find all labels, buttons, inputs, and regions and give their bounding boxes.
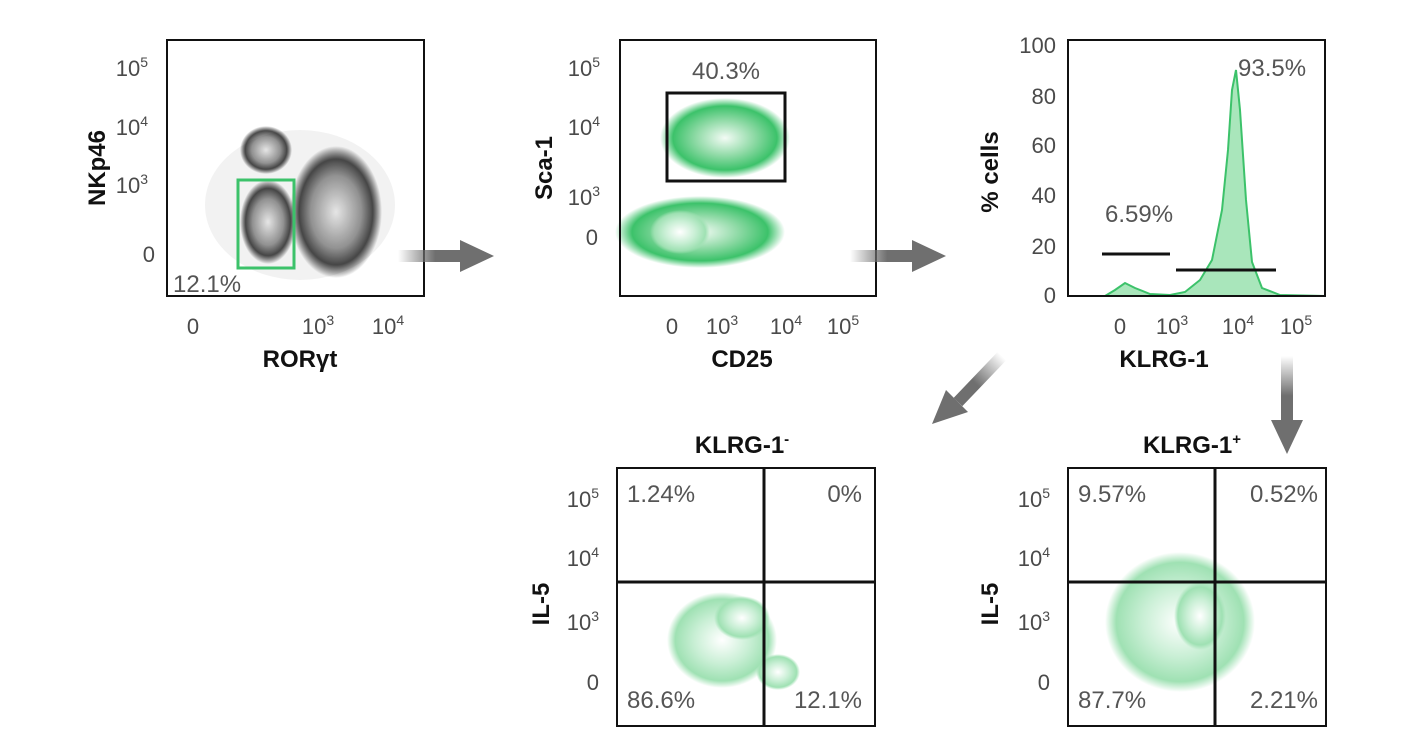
tick-label: 80	[1032, 84, 1056, 109]
y-axis-label: % cells	[977, 131, 1004, 212]
plot-frame	[616, 467, 876, 727]
tick-label: 103	[116, 171, 148, 198]
tick-label: 104	[567, 544, 599, 571]
tick-label: 104	[372, 312, 404, 339]
panel-sca1-cd25: 40.3% Sca-1 CD25 105 104 103 0 0 103 104 105	[531, 39, 877, 373]
y-axis-label: IL-5	[977, 583, 1004, 626]
panel-klrg1-histogram: 6.59% 93.5% % cells KLRG-1 100 80 60 40 20 0 …	[977, 33, 1326, 373]
x-axis-label: RORγt	[263, 346, 338, 373]
gate-box	[665, 91, 787, 183]
panel-klrg1-pos-il5: KLRG-1+ 9.57% 0.52% 87.7% 2.21% IL-5 105…	[977, 431, 1327, 727]
quadrant-ll-percentage: 87.7%	[1078, 687, 1146, 714]
gate-percentage: 12.1%	[173, 271, 241, 298]
panel-nkp46-rorgt: 12.1% NKp46 RORγt 105 104 103 0 0 103 104	[84, 39, 425, 373]
quadrant-ul-percentage: 1.24%	[627, 481, 695, 508]
y-axis-label: NKp46	[84, 130, 111, 206]
gate-box	[236, 178, 296, 270]
plot-frame	[619, 39, 877, 297]
x-axis-label: CD25	[711, 346, 772, 373]
neg-gate-percentage: 6.59%	[1105, 201, 1173, 228]
tick-label: 0	[1114, 314, 1126, 339]
tick-label: 0	[1038, 670, 1050, 695]
tick-label: 103	[706, 312, 738, 339]
tick-label: 0	[666, 314, 678, 339]
tick-label: 105	[568, 54, 600, 81]
arrow-p1-to-p2-icon	[398, 240, 494, 272]
panel-title: KLRG-1+	[1143, 431, 1241, 459]
quadrant-lr-percentage: 2.21%	[1250, 687, 1318, 714]
tick-label: 105	[1280, 312, 1312, 339]
quadrant-ul-percentage: 9.57%	[1078, 481, 1146, 508]
x-axis-label: KLRG-1	[1119, 346, 1208, 373]
plot-frame	[1067, 39, 1326, 297]
tick-label: 0	[1044, 283, 1056, 308]
tick-label: 103	[1018, 608, 1050, 635]
y-tick-labels: 100 80 60 40 20 0	[1019, 33, 1056, 308]
x-tick-labels: 0 103 104 105	[666, 312, 859, 339]
tick-label: 105	[567, 485, 599, 512]
tick-label: 60	[1032, 133, 1056, 158]
tick-label: 103	[1156, 312, 1188, 339]
quadrant-lr-percentage: 12.1%	[794, 687, 862, 714]
arrow-p3-to-p4-icon	[932, 351, 1007, 424]
arrow-p3-to-p5-icon	[1271, 356, 1303, 454]
tick-label: 103	[567, 608, 599, 635]
quadrant-ll-percentage: 86.6%	[627, 687, 695, 714]
tick-label: 104	[568, 113, 600, 140]
y-tick-labels: 105 104 103 0	[1018, 485, 1050, 695]
y-axis-label: IL-5	[528, 583, 555, 626]
tick-label: 104	[1018, 544, 1050, 571]
tick-label: 0	[587, 670, 599, 695]
tick-label: 104	[116, 113, 148, 140]
y-tick-labels: 105 104 103 0	[116, 54, 155, 267]
x-tick-labels: 0 103 104	[187, 312, 404, 339]
tick-label: 100	[1019, 33, 1056, 58]
panel-klrg1-neg-il5: KLRG-1- 1.24% 0% 86.6% 12.1% IL-5 105 104…	[528, 431, 876, 727]
histogram-curve	[1070, 69, 1326, 297]
tick-label: 20	[1032, 234, 1056, 259]
gating-arrows	[398, 240, 1303, 454]
density-plot	[667, 592, 800, 690]
tick-label: 105	[1018, 485, 1050, 512]
density-plot	[205, 126, 395, 280]
plot-frame	[1067, 467, 1327, 727]
tick-label: 105	[116, 54, 148, 81]
tick-label: 103	[302, 312, 334, 339]
plot-frame	[166, 39, 425, 297]
y-tick-labels: 105 104 103 0	[568, 54, 600, 250]
tick-label: 104	[770, 312, 802, 339]
y-axis-label: Sca-1	[531, 136, 558, 200]
tick-label: 40	[1032, 183, 1056, 208]
quadrant-ur-percentage: 0%	[827, 481, 862, 508]
panel-title: KLRG-1-	[695, 431, 789, 459]
gate-percentage: 40.3%	[692, 58, 760, 85]
tick-label: 103	[568, 183, 600, 210]
tick-label: 104	[1222, 312, 1254, 339]
quadrant-ur-percentage: 0.52%	[1250, 481, 1318, 508]
tick-label: 105	[827, 312, 859, 339]
y-tick-labels: 105 104 103 0	[567, 485, 599, 695]
x-tick-labels: 0 103 104 105	[1114, 312, 1312, 339]
density-plot	[1105, 552, 1255, 692]
tick-label: 0	[187, 314, 199, 339]
arrow-p2-to-p3-icon	[850, 240, 946, 272]
density-plot	[615, 98, 790, 268]
tick-label: 0	[143, 242, 155, 267]
pos-gate-percentage: 93.5%	[1238, 55, 1306, 82]
tick-label: 0	[586, 225, 598, 250]
